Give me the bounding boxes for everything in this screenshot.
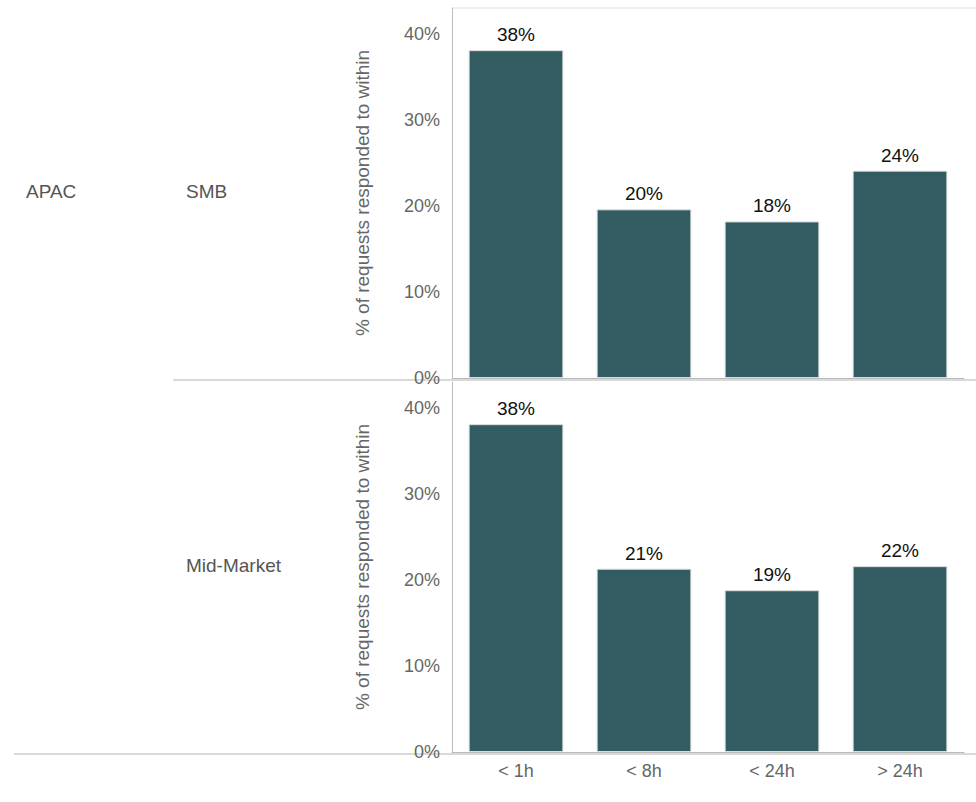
svg-text:19%: 19% [753, 564, 791, 585]
svg-text:18%: 18% [753, 195, 791, 216]
svg-text:38%: 38% [497, 398, 535, 419]
svg-text:0%: 0% [414, 742, 440, 762]
svg-text:SMB: SMB [186, 181, 227, 202]
svg-text:% of requests responded to wit: % of requests responded to within [352, 50, 373, 336]
svg-text:APAC: APAC [26, 181, 76, 202]
svg-text:40%: 40% [404, 398, 440, 418]
svg-text:30%: 30% [404, 110, 440, 130]
svg-text:20%: 20% [404, 570, 440, 590]
svg-text:24%: 24% [881, 145, 919, 166]
svg-text:30%: 30% [404, 484, 440, 504]
svg-text:22%: 22% [881, 540, 919, 561]
svg-text:20%: 20% [404, 196, 440, 216]
svg-text:Mid-Market: Mid-Market [186, 555, 282, 576]
svg-text:< 8h: < 8h [626, 761, 662, 781]
svg-text:10%: 10% [404, 656, 440, 676]
svg-text:< 24h: < 24h [749, 761, 795, 781]
svg-text:40%: 40% [404, 24, 440, 44]
svg-text:% of requests responded to wit: % of requests responded to within [352, 424, 373, 710]
svg-text:> 24h: > 24h [877, 761, 923, 781]
svg-text:38%: 38% [497, 24, 535, 45]
svg-text:0%: 0% [414, 368, 440, 388]
svg-text:10%: 10% [404, 282, 440, 302]
svg-text:21%: 21% [625, 543, 663, 564]
svg-text:20%: 20% [625, 183, 663, 204]
svg-text:< 1h: < 1h [498, 761, 534, 781]
